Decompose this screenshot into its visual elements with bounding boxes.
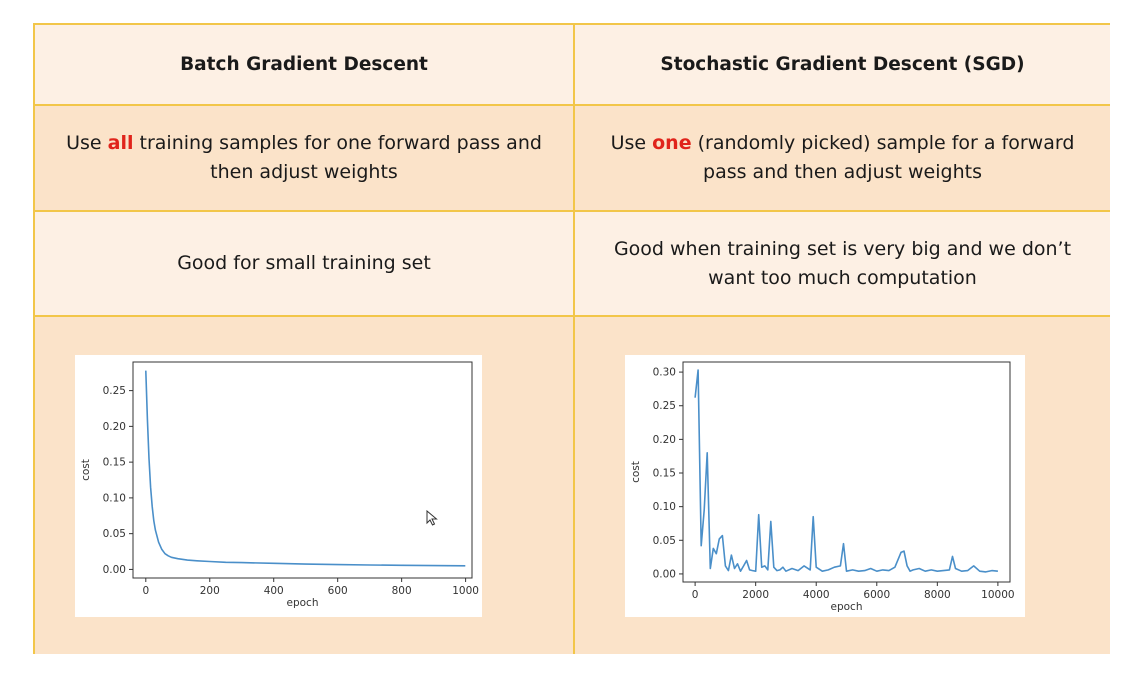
chart-0-x-tick-label: 600 [328,585,348,597]
sgd-cost-plot: 0 2000 4000 6000 8000 10000 0.00 0.05 0.10 0.15 0.… [630,361,1015,613]
chart-0-x-tick-label: 800 [392,585,412,597]
chart-1-series-line [694,369,998,573]
chart-1-x-axis-label: epoch [831,601,863,613]
chart-1-y-tick-label: 0.30 [653,367,676,379]
chart-0-x-tick-label: 1000 [452,585,479,597]
highlight-one: one [652,132,692,154]
chart-1-y-tick-label: 0.20 [653,434,676,446]
batch-gd-chart: 0 200 400 600 800 1000 0.00 0.05 0.10 0.15 0.20 0.2… [75,355,482,617]
chart-0-y-tick-label: 0.15 [103,457,126,469]
chart-0-y-tick-label: 0.25 [103,385,126,397]
batch-gd-chart-cell: 0 200 400 600 800 1000 0.00 0.05 0.10 0.15 0.20 0.2… [35,317,573,654]
sgd-chart-cell: 0 2000 4000 6000 8000 10000 0.00 0.05 0.10 0.15 0.… [575,317,1110,654]
chart-0-y-tick-label: 0.10 [103,492,126,504]
chart-1-y-tick-label: 0.15 [653,468,676,480]
column-divider [573,25,575,652]
chart-1-y-tick-label: 0.10 [653,501,676,513]
batch-gd-description-text: Use all training samples for one forward… [66,132,542,183]
chart-0-x-tick-label: 200 [200,585,220,597]
comparison-table: Batch Gradient Descent Stochastic Gradie… [33,23,1110,654]
chart-1-y-tick-label: 0.00 [653,568,676,580]
row-divider [35,315,1108,317]
chart-1-y-axis-label: cost [630,461,642,483]
highlight-all: all [107,132,134,154]
chart-0-y-axis-label: cost [80,459,92,481]
sgd-description-text: Use one (randomly picked) sample for a f… [610,132,1075,183]
chart-1-x-tick-label: 2000 [742,589,769,601]
chart-0-x-axis-label: epoch [287,597,319,609]
chart-1-x-tick-label: 10000 [981,589,1014,601]
chart-1-x-tick-label: 8000 [924,589,951,601]
chart-0-y-tick-label: 0.05 [103,528,126,540]
chart-0-y-tick-label: 0.20 [103,421,126,433]
sgd-use-case: Good when training set is very big and w… [575,212,1110,315]
sgd-description: Use one (randomly picked) sample for a f… [575,106,1110,210]
sgd-chart: 0 2000 4000 6000 8000 10000 0.00 0.05 0.10 0.15 0.… [625,355,1025,617]
chart-1-x-tick-label: 6000 [863,589,890,601]
row-divider [35,104,1108,106]
sgd-header: Stochastic Gradient Descent (SGD) [575,25,1110,104]
chart-1-plot-frame [682,361,1011,583]
batch-gd-use-case: Good for small training set [35,212,573,315]
chart-1-x-tick-label: 0 [692,589,699,601]
chart-0-plot-frame [132,361,473,579]
chart-0-y-tick-label: 0.00 [103,564,126,576]
chart-1-y-tick-label: 0.25 [653,400,676,412]
batch-gd-header: Batch Gradient Descent [35,25,573,104]
chart-0-series-line [145,370,466,567]
mouse-cursor-icon [426,510,438,526]
chart-1-y-tick-label: 0.05 [653,535,676,547]
chart-0-x-tick-label: 0 [142,585,149,597]
row-divider [35,210,1108,212]
chart-1-x-tick-label: 4000 [803,589,830,601]
batch-gd-cost-plot: 0 200 400 600 800 1000 0.00 0.05 0.10 0.15 0.20 0.2… [80,361,479,609]
batch-gd-description: Use all training samples for one forward… [35,106,573,210]
chart-0-x-tick-label: 400 [264,585,284,597]
